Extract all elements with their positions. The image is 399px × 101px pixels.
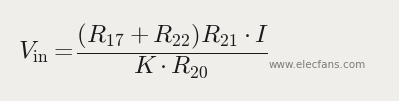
Text: www.elecfans.com: www.elecfans.com: [269, 60, 366, 70]
Text: $V_{\mathrm{in}} = \dfrac{(R_{17} + R_{22})R_{21} \cdot I}{K \cdot R_{20}}$: $V_{\mathrm{in}} = \dfrac{(R_{17} + R_{2…: [18, 21, 269, 80]
